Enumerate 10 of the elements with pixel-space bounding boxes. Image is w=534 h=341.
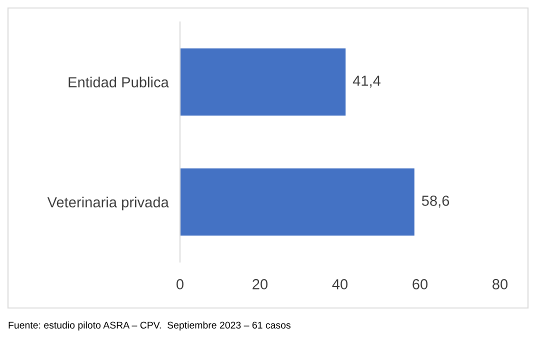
y-tick-label: Veterinaria privada — [47, 196, 169, 210]
source-note: Fuente: estudio piloto ASRA – CPV. Septiembre 2023 – 61 casos — [8, 321, 291, 331]
y-tick-label: Entidad Publica — [68, 76, 169, 88]
x-tick-label: 60 — [412, 279, 428, 290]
data-label: 41,4 — [352, 76, 380, 88]
data-label: 58,6 — [422, 196, 450, 208]
x-tick-label: 0 — [176, 279, 184, 290]
x-tick-label: 40 — [332, 279, 348, 290]
x-tick-label: 80 — [492, 279, 508, 290]
x-tick-label: 20 — [252, 279, 268, 290]
